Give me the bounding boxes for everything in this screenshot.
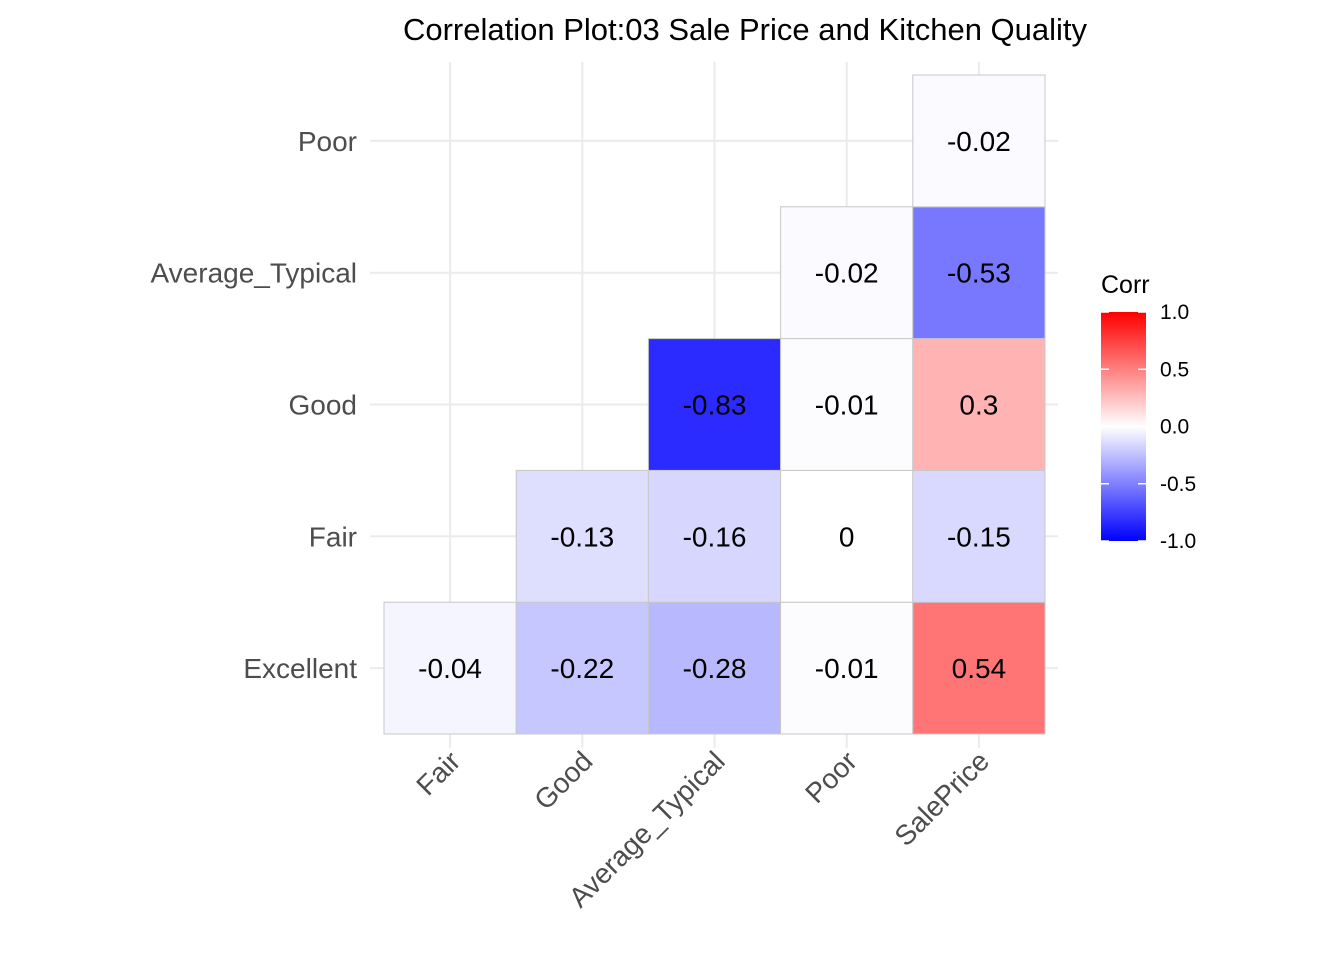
cell-label-average-typical-excellent: -0.28 <box>683 653 747 684</box>
cell-label-poor-average-typical: -0.02 <box>815 258 879 289</box>
legend-tick-label: 0.0 <box>1160 416 1189 439</box>
cell-label-poor-excellent: -0.01 <box>815 653 879 684</box>
x-tick-label-good: Good <box>528 745 598 815</box>
legend-ticks: 1.0 0.5 0.0 -0.5 -1.0 <box>1101 301 1196 553</box>
y-tick-label-excellent: Excellent <box>243 653 357 684</box>
heatmap-cell-saleprice-excellent <box>912 601 1046 735</box>
x-tick-label-poor: Poor <box>799 745 863 809</box>
legend-tick-label: 0.5 <box>1160 358 1189 381</box>
cell-label-saleprice-good: 0.3 <box>959 390 998 421</box>
cell-label-fair-excellent: -0.04 <box>418 653 482 684</box>
y-tick-label-fair: Fair <box>309 521 357 552</box>
heatmap-cell-average-typical-good <box>647 338 782 471</box>
legend-title: Corr <box>1101 271 1150 299</box>
cell-label-average-typical-good: -0.83 <box>683 390 747 421</box>
heatmap-cell-saleprice-fair <box>912 469 1046 603</box>
cell-label-poor-good: -0.01 <box>815 390 879 421</box>
heatmap-cell-average-typical-excellent <box>647 601 782 735</box>
cell-label-poor-fair: 0 <box>839 521 855 552</box>
legend-tick-label: -1.0 <box>1160 530 1196 553</box>
heatmap-cell-poor-good <box>780 338 914 471</box>
cell-label-average-typical-fair: -0.16 <box>683 521 747 552</box>
heatmap-cell-fair-excellent <box>383 601 517 735</box>
y-tick-label-good: Good <box>289 390 358 421</box>
cell-label-saleprice-average-typical: -0.53 <box>947 258 1011 289</box>
cell-label-saleprice-fair: -0.15 <box>947 521 1011 552</box>
y-tick-label-poor: Poor <box>298 126 357 157</box>
x-tick-label-fair: Fair <box>410 745 466 801</box>
heatmap-cell-saleprice-poor <box>912 74 1046 208</box>
color-legend: Corr 1.0 0.5 0.0 -0.5 -1.0 <box>1101 271 1196 553</box>
y-axis-tick-labels: Excellent Fair Good Average_Typical Poor <box>151 126 358 684</box>
cell-label-saleprice-poor: -0.02 <box>947 126 1011 157</box>
chart-title: Correlation Plot:03 Sale Price and Kitch… <box>403 12 1088 47</box>
heatmap-cell-average-typical-fair <box>647 469 782 603</box>
heatmap-cell-good-fair <box>515 469 649 603</box>
legend-tick-label: 1.0 <box>1160 301 1189 324</box>
cell-value-labels: -0.04 -0.22 -0.28 -0.01 0.54 -0.13 -0.16 0 -0.15… <box>418 126 1011 684</box>
heatmap-cells <box>383 74 1046 735</box>
cell-label-good-excellent: -0.22 <box>550 653 614 684</box>
heatmap-cell-saleprice-good <box>912 338 1046 471</box>
heatmap-cell-poor-fair <box>780 469 914 603</box>
y-tick-label-average-typical: Average_Typical <box>151 258 358 289</box>
cell-label-good-fair: -0.13 <box>550 521 614 552</box>
heatmap-cell-good-excellent <box>515 601 649 735</box>
x-tick-label-saleprice: SalePrice <box>888 745 995 852</box>
heatmap-cell-poor-excellent <box>780 601 914 735</box>
cell-label-saleprice-excellent: 0.54 <box>952 653 1007 684</box>
legend-tick-label: -0.5 <box>1160 473 1196 496</box>
heatmap-cell-poor-average-typical <box>780 206 914 340</box>
